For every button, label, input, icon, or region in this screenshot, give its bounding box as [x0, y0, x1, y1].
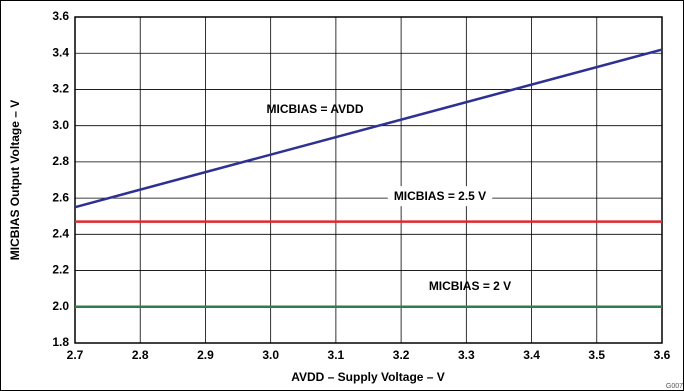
y-tick-label: 3.6 — [52, 9, 69, 23]
y-tick-label: 2.4 — [52, 227, 69, 241]
y-tick-label: 2.0 — [52, 299, 69, 313]
y-tick-label: 2.6 — [52, 190, 69, 204]
x-tick-label: 2.8 — [132, 348, 149, 362]
plot-border — [74, 16, 663, 344]
label-background — [387, 186, 493, 207]
x-tick-label: 3.5 — [588, 348, 605, 362]
y-tick-label: 1.8 — [52, 335, 69, 349]
x-tick-label: 3.6 — [654, 348, 671, 362]
x-tick-label: 3.3 — [458, 348, 475, 362]
y-axis-title: MICBIAS Output Voltage – V — [8, 100, 22, 260]
y-tick-label: 2.2 — [52, 263, 69, 277]
series-label: MICBIAS = 2 V — [429, 279, 511, 293]
x-tick-label: 3.2 — [393, 348, 410, 362]
y-tick-label: 3.4 — [52, 45, 69, 59]
y-tick-label: 3.0 — [52, 118, 69, 132]
x-tick-label: 3.4 — [523, 348, 540, 362]
x-axis-title: AVDD – Supply Voltage – V — [291, 370, 445, 384]
series-label: MICBIAS = 2.5 V — [394, 189, 486, 203]
y-tick-label: 3.2 — [52, 82, 69, 96]
x-tick-label: 2.9 — [197, 348, 214, 362]
series-label: MICBIAS = AVDD — [266, 102, 363, 116]
x-tick-label: 3.1 — [328, 348, 345, 362]
y-tick-label: 2.8 — [52, 154, 69, 168]
x-tick-label: 3.0 — [262, 348, 279, 362]
series-line — [74, 48, 663, 209]
figure-id: G007 — [666, 383, 683, 390]
x-tick-label: 2.7 — [67, 348, 84, 362]
